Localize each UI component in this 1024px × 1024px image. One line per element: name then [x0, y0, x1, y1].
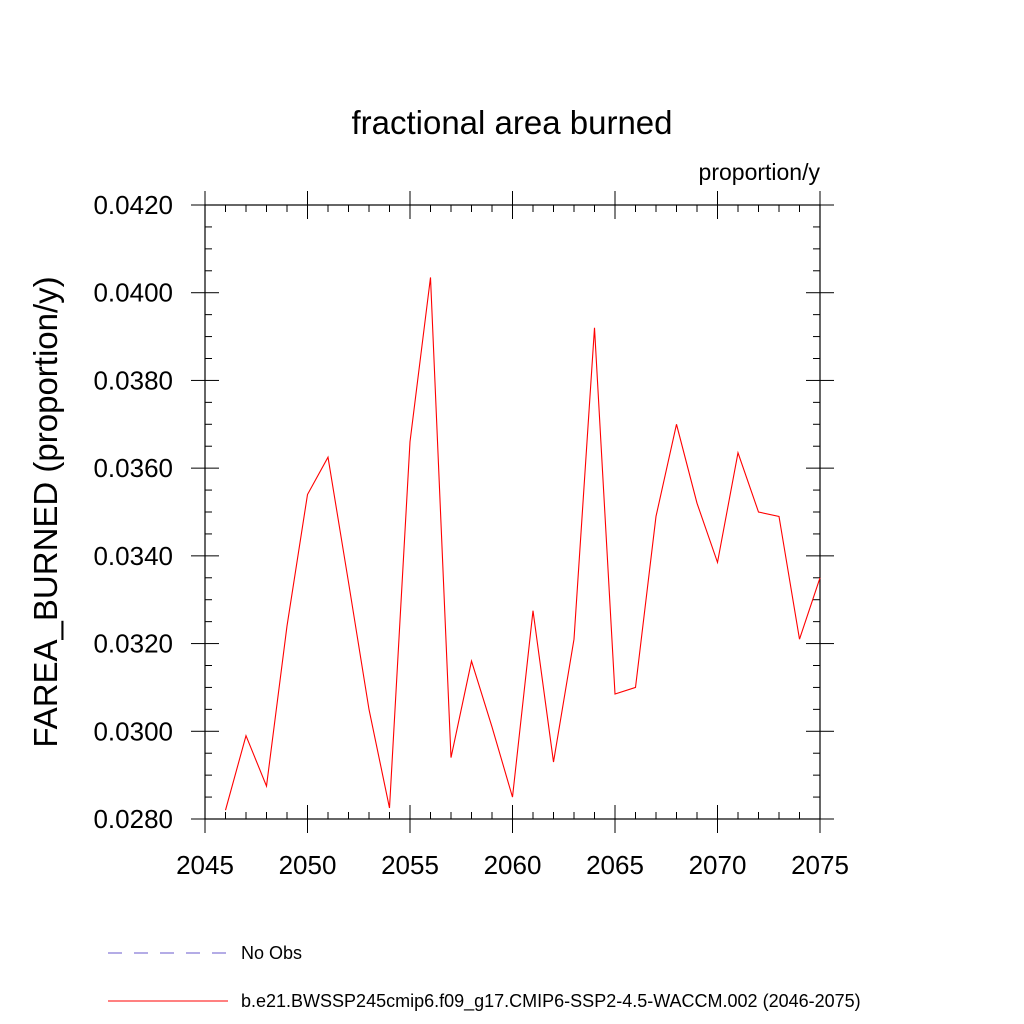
y-tick-label: 0.0420 — [93, 190, 173, 220]
y-tick-label: 0.0380 — [93, 365, 173, 395]
x-tick-label: 2050 — [279, 850, 337, 880]
y-tick-label: 0.0360 — [93, 453, 173, 483]
y-tick-label: 0.0340 — [93, 541, 173, 571]
legend-label-no-obs: No Obs — [241, 943, 302, 963]
units-label: proportion/y — [699, 159, 821, 185]
y-tick-label: 0.0300 — [93, 716, 173, 746]
chart-title: fractional area burned — [351, 104, 672, 141]
y-tick-label: 0.0320 — [93, 629, 173, 659]
y-tick-label: 0.0400 — [93, 278, 173, 308]
y-axis-label: FAREA_BURNED (proportion/y) — [27, 276, 64, 747]
x-tick-label: 2055 — [381, 850, 439, 880]
tick-labels: 2045 2050 2055 2060 2065 2070 2075 0.0280 0.0300… — [93, 190, 848, 880]
axis-ticks — [191, 191, 834, 833]
x-tick-label: 2075 — [791, 850, 849, 880]
legend-label-model: b.e21.BWSSP245cmip6.f09_g17.CMIP6-SSP2-4… — [241, 991, 861, 1012]
y-tick-label: 0.0280 — [93, 804, 173, 834]
series-layer — [224, 277, 821, 811]
x-tick-label: 2060 — [484, 850, 542, 880]
series-line — [224, 277, 821, 811]
x-tick-label: 2065 — [586, 850, 644, 880]
x-tick-label: 2070 — [689, 850, 747, 880]
x-tick-label: 2045 — [176, 850, 234, 880]
legend: No Obs b.e21.BWSSP245cmip6.f09_g17.CMIP6… — [108, 943, 861, 1012]
plot-frame — [204, 204, 821, 820]
